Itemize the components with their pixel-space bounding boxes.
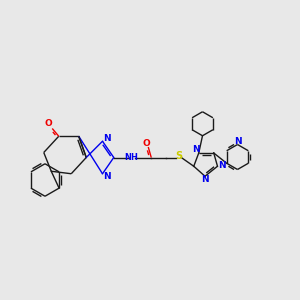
Text: N: N <box>103 134 111 143</box>
Text: N: N <box>234 137 242 146</box>
Text: O: O <box>143 139 151 148</box>
Text: N: N <box>201 176 209 184</box>
Text: N: N <box>103 172 111 181</box>
Text: O: O <box>44 118 52 127</box>
Text: NH: NH <box>124 153 138 162</box>
Text: N: N <box>192 146 200 154</box>
Text: N: N <box>218 160 225 169</box>
Text: S: S <box>175 151 182 161</box>
